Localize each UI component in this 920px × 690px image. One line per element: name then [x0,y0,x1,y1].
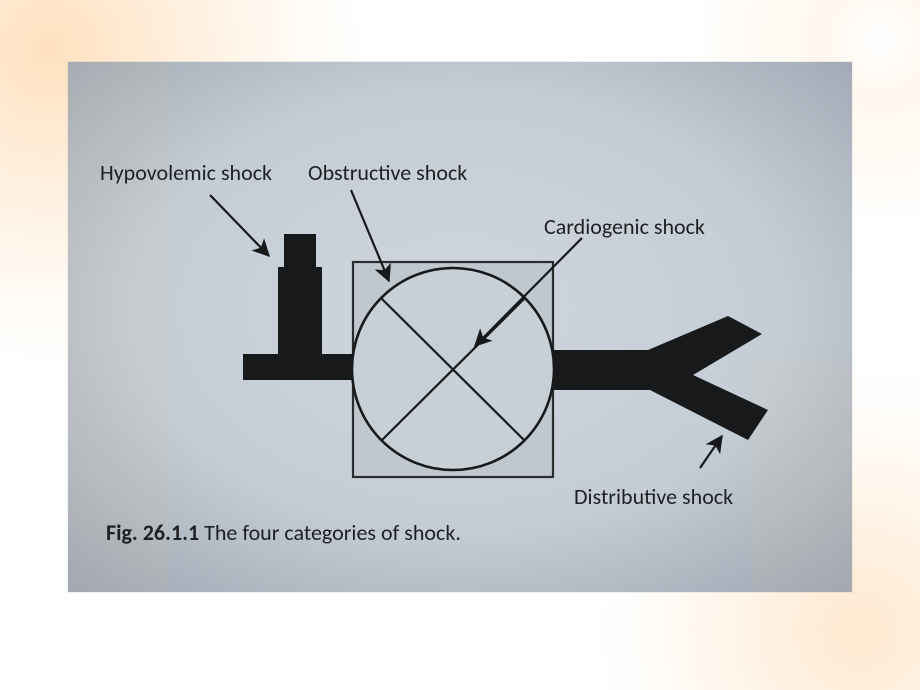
shock-categories-diagram: Hypovolemic shock Obstructive shock Card… [68,62,852,592]
label-obstructive: Obstructive shock [308,159,467,186]
label-cardiogenic: Cardiogenic shock [544,213,705,240]
label-distributive: Distributive shock [574,483,733,510]
figure-caption: Fig. 26.1.1 The four categories of shock… [106,519,461,546]
scanned-figure-panel: Hypovolemic shock Obstructive shock Card… [68,62,852,592]
figure-caption-text: The four categories of shock. [204,519,461,546]
edge-tint-left [68,62,168,592]
label-hypovolemic: Hypovolemic shock [100,159,272,186]
figure-caption-number: Fig. 26.1.1 [106,519,199,546]
inlet-fluid-level [284,234,316,268]
edge-tint-bottom-right [752,362,852,592]
